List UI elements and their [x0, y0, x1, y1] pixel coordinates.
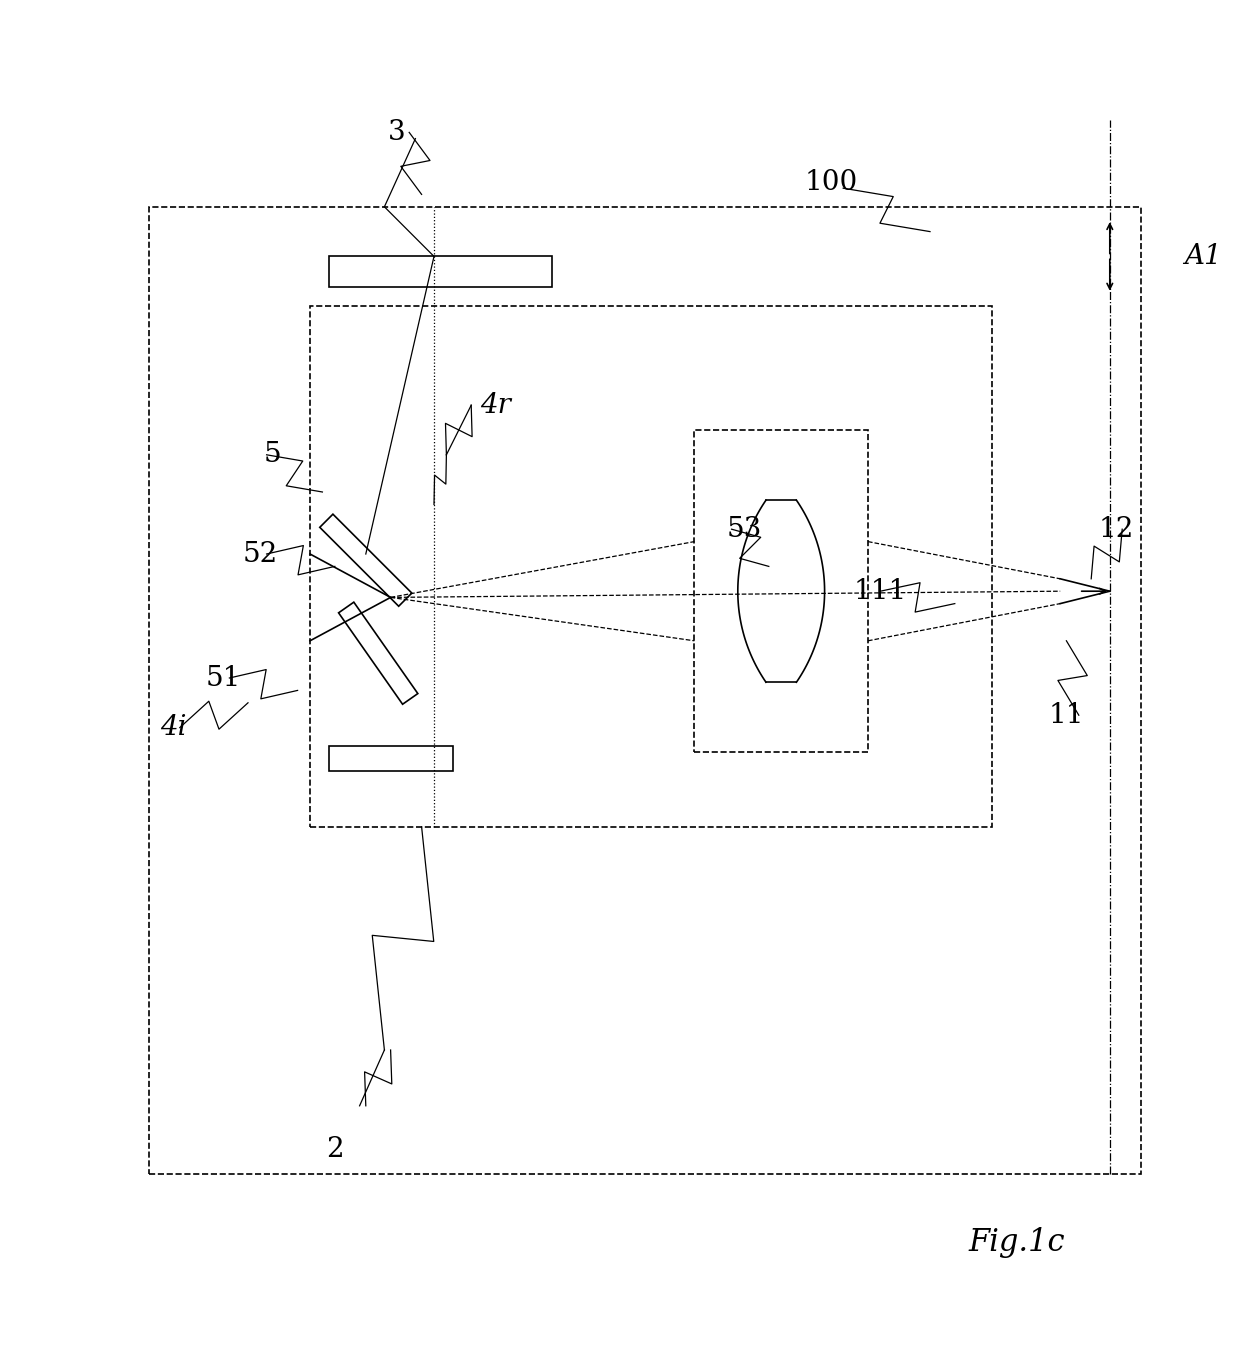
Text: 100: 100 — [805, 168, 857, 195]
Bar — [310, 306, 992, 827]
Text: 5: 5 — [264, 441, 281, 468]
Text: 111: 111 — [854, 578, 906, 605]
Text: 4i: 4i — [160, 715, 187, 742]
Text: Fig.1c: Fig.1c — [968, 1227, 1065, 1258]
Text: 11: 11 — [1049, 701, 1084, 728]
Bar — [329, 746, 453, 772]
Text: 52: 52 — [243, 541, 278, 568]
Text: 12: 12 — [1099, 515, 1133, 542]
Bar — [329, 256, 552, 287]
Text: A1: A1 — [1184, 243, 1221, 270]
Text: 4r: 4r — [481, 392, 511, 419]
Text: 2: 2 — [326, 1136, 343, 1162]
Bar — [694, 430, 868, 753]
Text: 53: 53 — [727, 515, 761, 542]
Bar — [149, 207, 1141, 1174]
Text: 51: 51 — [206, 664, 241, 692]
Text: 3: 3 — [388, 119, 405, 146]
